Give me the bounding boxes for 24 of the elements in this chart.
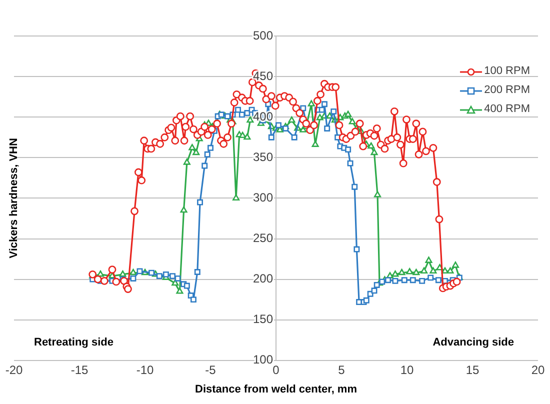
x-axis-title: Distance from weld center, mm xyxy=(195,383,358,396)
y-tick-label: 350 xyxy=(252,150,274,164)
legend-label: 400 RPM xyxy=(484,102,530,117)
x-tick-label: 0 xyxy=(272,362,280,377)
x-tick-label: -5 xyxy=(205,362,216,377)
y-axis-title: Vickers hardness, VHN xyxy=(8,138,20,258)
x-tick-label: 15 xyxy=(466,362,480,377)
x-tick-label: 20 xyxy=(531,362,545,377)
legend-label: 200 RPM xyxy=(484,83,530,98)
y-tick-label: 300 xyxy=(252,190,274,205)
y-tick-label: 100 xyxy=(252,352,274,367)
x-tick-label: 5 xyxy=(338,362,346,377)
y-tick-label: 250 xyxy=(252,231,274,246)
annotation: Advancing side xyxy=(432,336,514,348)
legend-label: 100 RPM xyxy=(484,64,530,79)
y-tick-label: 500 xyxy=(252,28,274,42)
x-tick-label: -20 xyxy=(5,362,23,377)
annotation: Retreating side xyxy=(34,336,114,348)
y-tick-label: 200 xyxy=(252,272,274,286)
y-tick-label: 150 xyxy=(252,312,274,326)
x-tick-label: 10 xyxy=(400,362,414,377)
y-tick-label: 400 xyxy=(252,109,274,124)
x-tick-label: -15 xyxy=(70,362,88,377)
x-tick-label: -10 xyxy=(136,362,154,377)
